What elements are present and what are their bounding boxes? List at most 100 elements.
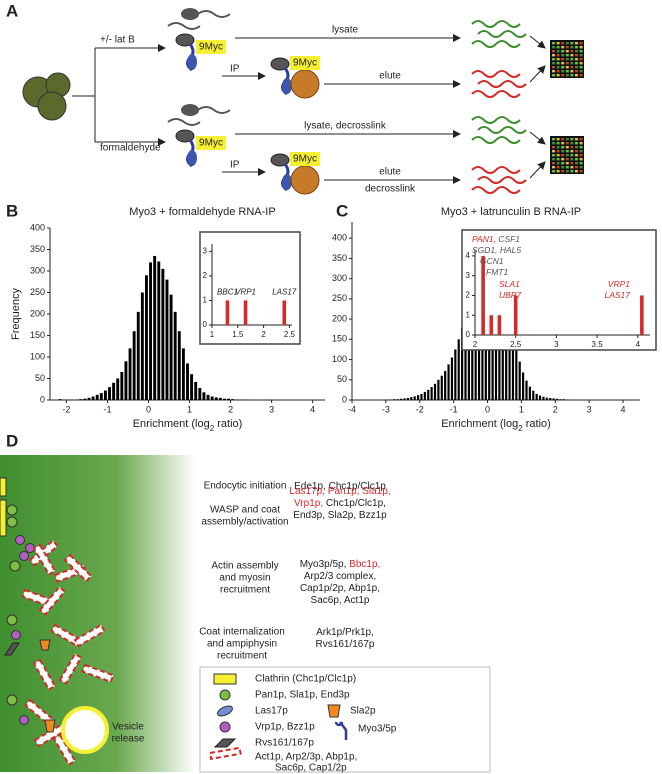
- histogram-bar: [128, 348, 132, 400]
- bar: [225, 300, 230, 325]
- protein-list-part: Myo3p/5p,: [300, 559, 349, 570]
- x-tick-label: 2: [261, 330, 266, 339]
- gene-label: UBP7: [499, 290, 521, 300]
- histogram-bar: [79, 399, 83, 400]
- x-tick-label: 1.5: [232, 330, 244, 339]
- array-spot: [556, 138, 560, 141]
- array-spot: [575, 158, 578, 161]
- x-tick-label: -1: [103, 404, 111, 414]
- y-tick-label: 50: [337, 374, 347, 384]
- protein-list: Las17p, Pan1p, Sla1p,: [289, 486, 390, 497]
- y-tick-label: 0: [342, 394, 347, 404]
- histogram-bar: [202, 392, 206, 400]
- tag-label: 9Myc: [199, 138, 223, 149]
- array-spot: [579, 150, 583, 153]
- protein-list-part: Sac6p, Act1p: [311, 595, 370, 606]
- y-tick-label: 0: [40, 394, 45, 404]
- histogram-bar: [400, 398, 403, 400]
- x-axis-label-part: ratio): [214, 418, 242, 430]
- histogram-bar: [231, 399, 235, 400]
- histogram-bar: [461, 327, 464, 400]
- histogram-bar: [518, 361, 521, 400]
- histogram-bar: [145, 275, 148, 400]
- array-spot: [575, 162, 578, 165]
- array-spot: [570, 162, 574, 165]
- histogram-bar: [153, 255, 157, 400]
- protein-list: Ede1p, Chc1p/Clc1p: [294, 481, 386, 492]
- array-spot: [570, 138, 574, 141]
- protein-list-part: Ark1p/Prk1p,: [316, 627, 374, 638]
- array-spot: [575, 66, 578, 69]
- protein-list-part: Las17p, Pan1p, Sla1p,: [289, 486, 390, 497]
- rna: [471, 20, 521, 28]
- legend-label: Las17p: [255, 706, 288, 717]
- histogram-bar: [112, 382, 116, 400]
- legend-label: Vrp1p, Bzz1p: [255, 722, 315, 733]
- array-spot: [556, 58, 560, 61]
- array-spot: [570, 146, 574, 149]
- array-spot: [579, 146, 583, 149]
- y-tick-label: 400: [332, 233, 347, 243]
- histogram-bar: [103, 390, 107, 400]
- x-tick-label: 1: [519, 404, 524, 414]
- array-spot: [556, 74, 560, 77]
- histogram-bar: [181, 348, 185, 400]
- legend-icon: [217, 705, 233, 717]
- x-tick-label: 0: [485, 404, 490, 414]
- legend-label: Myo3/5p: [358, 724, 397, 735]
- y-tick-label: 2: [466, 291, 471, 300]
- histogram-bar: [522, 372, 525, 400]
- array-spot: [570, 142, 574, 145]
- tag-box: [196, 136, 226, 150]
- array-spot: [565, 70, 569, 73]
- histogram-bar: [433, 383, 437, 400]
- myosin-head: [175, 33, 195, 47]
- histogram-bar: [532, 390, 535, 400]
- stage-label: recruitment: [220, 585, 270, 596]
- legend-icon: [213, 673, 237, 685]
- gene-label: LAS17: [604, 290, 630, 300]
- histogram-bar: [95, 394, 99, 400]
- array-spot: [552, 70, 555, 73]
- histogram-bar: [149, 262, 153, 400]
- array-spot: [565, 158, 569, 161]
- protein-list: Rvs161/167p: [316, 639, 375, 650]
- histogram-bar: [420, 393, 423, 400]
- myosin-head: [181, 8, 199, 20]
- array-spot: [570, 54, 574, 57]
- histogram-bar: [120, 372, 124, 400]
- y-axis-label: Frequency: [10, 288, 22, 340]
- protein-list-part: End3p, Sla2p, Bzz1p: [293, 510, 387, 521]
- histogram-bar: [222, 398, 226, 400]
- array-spot: [552, 74, 555, 77]
- array-spot: [570, 58, 574, 61]
- protein-list: Arp2/3 complex,: [304, 571, 376, 582]
- actin-filament: [58, 652, 83, 685]
- x-tick-label: 2: [553, 404, 558, 414]
- protein-list-part: Chc1p/Clc1p,: [323, 498, 386, 509]
- y-tick-label: 200: [30, 308, 45, 318]
- treatment-label: formaldehyde: [100, 143, 161, 154]
- array-spot: [570, 170, 574, 173]
- sla2: [44, 719, 56, 733]
- array-spot: [556, 158, 560, 161]
- histogram-bar: [91, 396, 95, 400]
- histogram-bar: [186, 363, 189, 400]
- gene-label: SLA1: [499, 279, 520, 289]
- histogram-bar: [157, 261, 161, 400]
- stage-label: Vesicle: [112, 722, 144, 733]
- panel-label: A: [6, 1, 18, 20]
- histogram-bar: [525, 380, 528, 400]
- y-tick-label: 150: [30, 330, 45, 340]
- x-tick-label: -2: [62, 404, 70, 414]
- histogram-bar: [535, 393, 538, 400]
- x-axis-label: Enrichment (log2 ratio): [133, 418, 243, 433]
- myosin-head: [270, 153, 290, 167]
- array-spot: [561, 166, 565, 169]
- protein: [282, 78, 292, 94]
- legend-icon: [327, 704, 341, 718]
- array-spot: [552, 162, 555, 165]
- y-tick-label: 150: [332, 334, 347, 344]
- array-spot: [579, 58, 583, 61]
- histogram-bar: [140, 292, 144, 400]
